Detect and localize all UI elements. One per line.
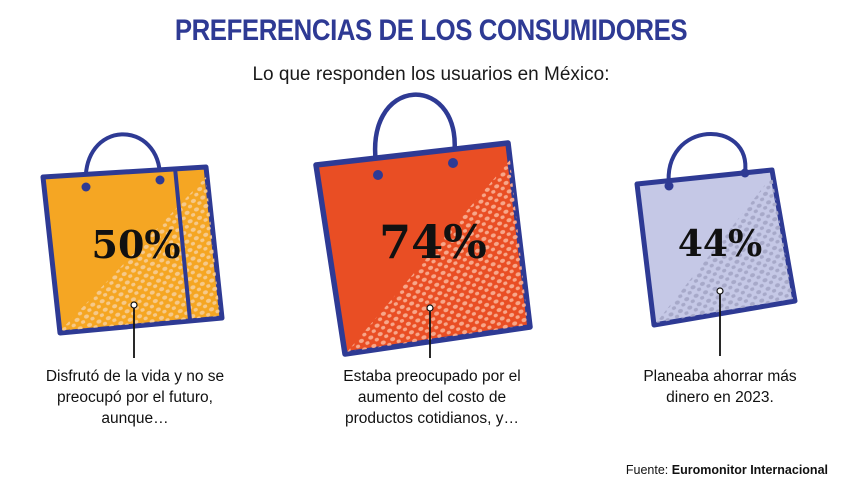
leader-dot — [130, 301, 138, 309]
value-label-74: 74% — [379, 215, 487, 269]
handle-rivet — [155, 175, 165, 185]
bag-74: 74% — [313, 92, 533, 357]
leader-dot — [716, 287, 724, 295]
caption-44: Planeaba ahorrar más dinero en 2023. — [643, 368, 797, 406]
handle-rivet — [664, 181, 674, 191]
handle-rivet — [373, 170, 383, 180]
caption-74: Estaba preocupado por el aumento del cos… — [343, 368, 521, 427]
caption-50: Disfrutó de la vida y no se preocupó por… — [45, 368, 225, 427]
bag-fold — [173, 167, 192, 321]
bag-handle — [666, 131, 748, 187]
leader-lines — [130, 287, 724, 358]
handle-rivet — [81, 182, 91, 192]
page-title: PREFERENCIAS DE LOS CONSUMIDORES — [174, 14, 688, 47]
source-prefix: Fuente: — [625, 463, 669, 477]
bag-handle — [83, 132, 163, 188]
bag-handle — [373, 92, 457, 176]
value-label-44: 44% — [678, 223, 762, 265]
bag-pattern — [347, 160, 528, 352]
source-name: Euromonitor Internacional — [671, 463, 828, 477]
handle-rivet — [448, 158, 458, 168]
bag-44: 44% — [634, 131, 798, 328]
page-subtitle: Lo que responden los usuarios en México: — [252, 64, 610, 85]
source-note: Fuente: Euromonitor Internacional — [626, 463, 828, 477]
bag-50: 50% — [40, 132, 225, 336]
value-label-50: 50% — [92, 222, 181, 267]
bag-pattern — [656, 176, 793, 323]
handle-rivet — [740, 168, 750, 178]
leader-dot — [426, 304, 434, 312]
